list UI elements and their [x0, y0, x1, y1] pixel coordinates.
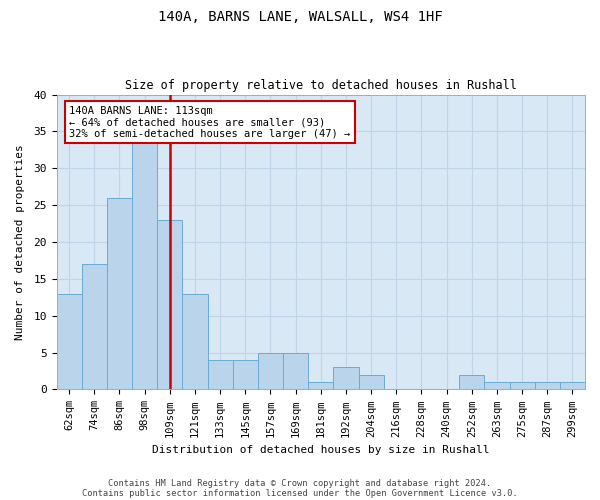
- Bar: [208, 360, 233, 390]
- Bar: [157, 220, 182, 390]
- Text: 140A, BARNS LANE, WALSALL, WS4 1HF: 140A, BARNS LANE, WALSALL, WS4 1HF: [158, 10, 442, 24]
- Bar: [359, 374, 383, 390]
- Text: Contains public sector information licensed under the Open Government Licence v3: Contains public sector information licen…: [82, 488, 518, 498]
- Bar: [535, 382, 560, 390]
- Bar: [560, 382, 585, 390]
- Title: Size of property relative to detached houses in Rushall: Size of property relative to detached ho…: [125, 79, 517, 92]
- Bar: [82, 264, 107, 390]
- Bar: [459, 374, 484, 390]
- Y-axis label: Number of detached properties: Number of detached properties: [15, 144, 25, 340]
- Text: Contains HM Land Registry data © Crown copyright and database right 2024.: Contains HM Land Registry data © Crown c…: [109, 478, 491, 488]
- Bar: [258, 352, 283, 390]
- Bar: [509, 382, 535, 390]
- Text: 140A BARNS LANE: 113sqm
← 64% of detached houses are smaller (93)
32% of semi-de: 140A BARNS LANE: 113sqm ← 64% of detache…: [69, 106, 350, 139]
- Bar: [132, 139, 157, 390]
- Bar: [56, 294, 82, 390]
- X-axis label: Distribution of detached houses by size in Rushall: Distribution of detached houses by size …: [152, 445, 490, 455]
- Bar: [334, 368, 359, 390]
- Bar: [182, 294, 208, 390]
- Bar: [233, 360, 258, 390]
- Bar: [107, 198, 132, 390]
- Bar: [308, 382, 334, 390]
- Bar: [484, 382, 509, 390]
- Bar: [283, 352, 308, 390]
